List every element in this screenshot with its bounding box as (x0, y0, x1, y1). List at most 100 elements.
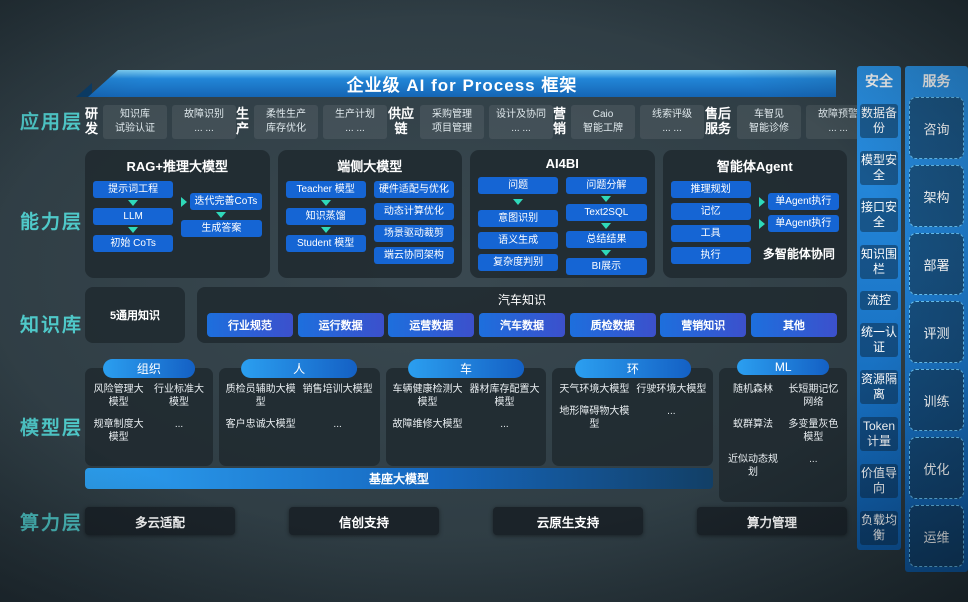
base-model-label: 基座大模型 (368, 472, 429, 486)
capability-layer-row: RAG+推理大模型 提示词工程 LLM 初始 CoTs 迭代完善CoTs 生成答… (85, 150, 847, 278)
app-cell-line: 采购管理 (432, 109, 473, 120)
banner-fold-shape (76, 83, 92, 97)
service-item: 部署 (909, 233, 964, 295)
card-rag-col-a: 提示词工程 LLM 初始 CoTs (93, 181, 174, 252)
rag-step-initial-cots: 初始 CoTs (93, 235, 174, 252)
edge-step-student: Student 模型 (285, 235, 366, 252)
app-group-supply-chain-label: 供应链 (388, 106, 415, 136)
model-item: 天气环境大模型 (559, 384, 630, 395)
app-group-after-sales-label: 售后服务 (705, 106, 732, 136)
agent-single-run: 单Agent执行 (767, 215, 839, 232)
card-rag-columns: 提示词工程 LLM 初始 CoTs 迭代完善CoTs 生成答案 (93, 181, 262, 252)
app-group-marketing-label: 营销 (553, 106, 567, 136)
card-agent: 智能体Agent 推理规划 记忆 工具 执行 单Agent执行 单Agent执行… (662, 150, 847, 278)
model-item: ... (809, 454, 818, 465)
model-item: ... (333, 419, 342, 430)
compute-multicloud: 多云适配 (85, 507, 235, 535)
arrow-right-icon (181, 196, 188, 207)
model-item: 蚁群算法 (732, 419, 773, 430)
security-item: 接口安全 (860, 197, 898, 232)
card-ai4bi-col-a: 问题 意图识别 语义生成 复杂度判别 (478, 177, 559, 275)
rag-iterate-row: 迭代完善CoTs (181, 193, 262, 210)
knowledge-pill: 质检数据 (569, 313, 656, 337)
model-group-environment: 环 天气环境大模型 行驶环境大模型 地形障碍物大模型 ... (552, 359, 714, 466)
security-item: 资源隔离 (860, 370, 898, 405)
agent-memory: 记忆 (670, 203, 751, 220)
service-item: 评测 (909, 301, 964, 363)
edge-step-teacher: Teacher 模型 (285, 181, 366, 198)
model-grid: 天气环境大模型 行驶环境大模型 地形障碍物大模型 ... (557, 383, 708, 431)
app-cell: 采购管理 项目管理 (420, 105, 485, 139)
general-knowledge-box: 5通用知识 (85, 287, 185, 343)
model-group-ml: ML 随机森林 长短期记忆网络 蚁群算法 多变量灰色模型 近似动态规划 ... (719, 359, 847, 502)
security-item: 流控 (860, 291, 898, 311)
app-cell: Caio 智能工牌 (571, 105, 636, 139)
knowledge-pill: 汽车数据 (478, 313, 565, 337)
agent-single-run-row: 单Agent执行 (758, 193, 839, 210)
bi-intent: 意图识别 (478, 210, 559, 227)
card-edge-col-b: 硬件适配与优化 动态计算优化 场景驱动裁剪 端云协同架构 (373, 181, 454, 264)
model-item: 客户忠诚大模型 (225, 419, 296, 430)
arrow-right-icon (758, 218, 765, 229)
app-cell: 故障识别 ... ... (172, 105, 237, 139)
security-title: 安全 (865, 73, 893, 89)
bi-summarize: 总结结果 (566, 231, 647, 248)
card-edge-col-a: Teacher 模型 知识蒸馏 Student 模型 (285, 181, 366, 264)
model-group-environment-label: 环 (574, 359, 691, 378)
app-cell-line: 线索评级 (652, 109, 693, 120)
app-cell-line: ... ... (345, 123, 365, 134)
bi-semantic: 语义生成 (478, 232, 559, 249)
agent-single-run: 单Agent执行 (767, 193, 839, 210)
edge-hw-optimization: 硬件适配与优化 (373, 181, 454, 198)
app-cell: 设计及协同 ... ... (489, 105, 554, 139)
framework-title: 企业级 AI for Process 框架 (346, 76, 578, 95)
model-group-organization: 组织 风险管理大模型 行业标准大模型 规章制度大模型 ... (85, 359, 213, 466)
security-item: 数据备份 (860, 103, 898, 138)
app-cell: 车智见 智能诊修 (737, 105, 802, 139)
app-group-production-label: 生产 (236, 106, 250, 136)
app-cell-line: ... ... (194, 123, 214, 134)
model-grid: 随机森林 长短期记忆网络 蚁群算法 多变量灰色模型 近似动态规划 ... (724, 383, 842, 479)
app-cell-line: 智能诊修 (749, 123, 790, 134)
service-title: 服务 (922, 73, 951, 89)
model-item: 行业标准大模型 (154, 384, 205, 408)
compute-cloudnative: 云原生支持 (493, 507, 643, 535)
framework-banner: 企业级 AI for Process 框架 (88, 70, 836, 97)
security-item: 统一认证 (860, 323, 898, 358)
arrow-down-icon (601, 196, 612, 202)
arrow-down-icon (601, 250, 612, 256)
security-column: 安全 数据备份 模型安全 接口安全 知识围栏 流控 统一认证 资源隔离 Toke… (857, 66, 901, 550)
service-column: 服务 咨询 架构 部署 评测 训练 优化 运维 (905, 66, 968, 572)
app-cell-line: 车智见 (754, 109, 785, 120)
app-cell-line: 故障识别 (184, 109, 225, 120)
rag-step-prompt: 提示词工程 (93, 181, 174, 198)
app-cell: 生产计划 ... ... (323, 105, 388, 139)
app-cell-line: ... ... (662, 123, 682, 134)
model-group-people-label: 人 (241, 359, 358, 378)
bi-question: 问题 (478, 177, 559, 194)
service-item: 运维 (909, 505, 964, 567)
app-cell-line: 柔性生产 (266, 109, 307, 120)
card-edge-title: 端侧大模型 (337, 159, 403, 174)
model-item: 质检员辅助大模型 (225, 384, 296, 408)
model-item: 车辆健康检测大模型 (392, 384, 463, 408)
app-cell-line: 故障预警 (818, 109, 859, 120)
model-item: 行驶环境大模型 (636, 384, 707, 395)
compute-xinchuang: 信创支持 (289, 507, 439, 535)
knowledge-pill: 其他 (750, 313, 837, 337)
app-group-marketing: 营销 Caio 智能工牌 线索评级 ... ... (553, 105, 705, 139)
model-item: 故障维修大模型 (392, 419, 463, 430)
model-item: 规章制度大模型 (93, 419, 144, 443)
security-item: 知识围栏 (860, 244, 898, 279)
layer-label-knowledge: 知识库 (20, 315, 84, 336)
model-group-organization-label: 组织 (102, 359, 195, 378)
model-item: 长短期记忆网络 (788, 384, 839, 408)
arrow-right-icon (758, 196, 765, 207)
model-item: 销售培训大模型 (302, 384, 373, 395)
arrow-down-icon (513, 199, 524, 205)
service-item: 优化 (909, 437, 964, 499)
agent-tools: 工具 (670, 225, 751, 242)
app-cell-line: 试验认证 (115, 123, 156, 134)
layer-label-capability: 能力层 (20, 212, 84, 233)
knowledge-pill: 营销知识 (660, 313, 747, 337)
